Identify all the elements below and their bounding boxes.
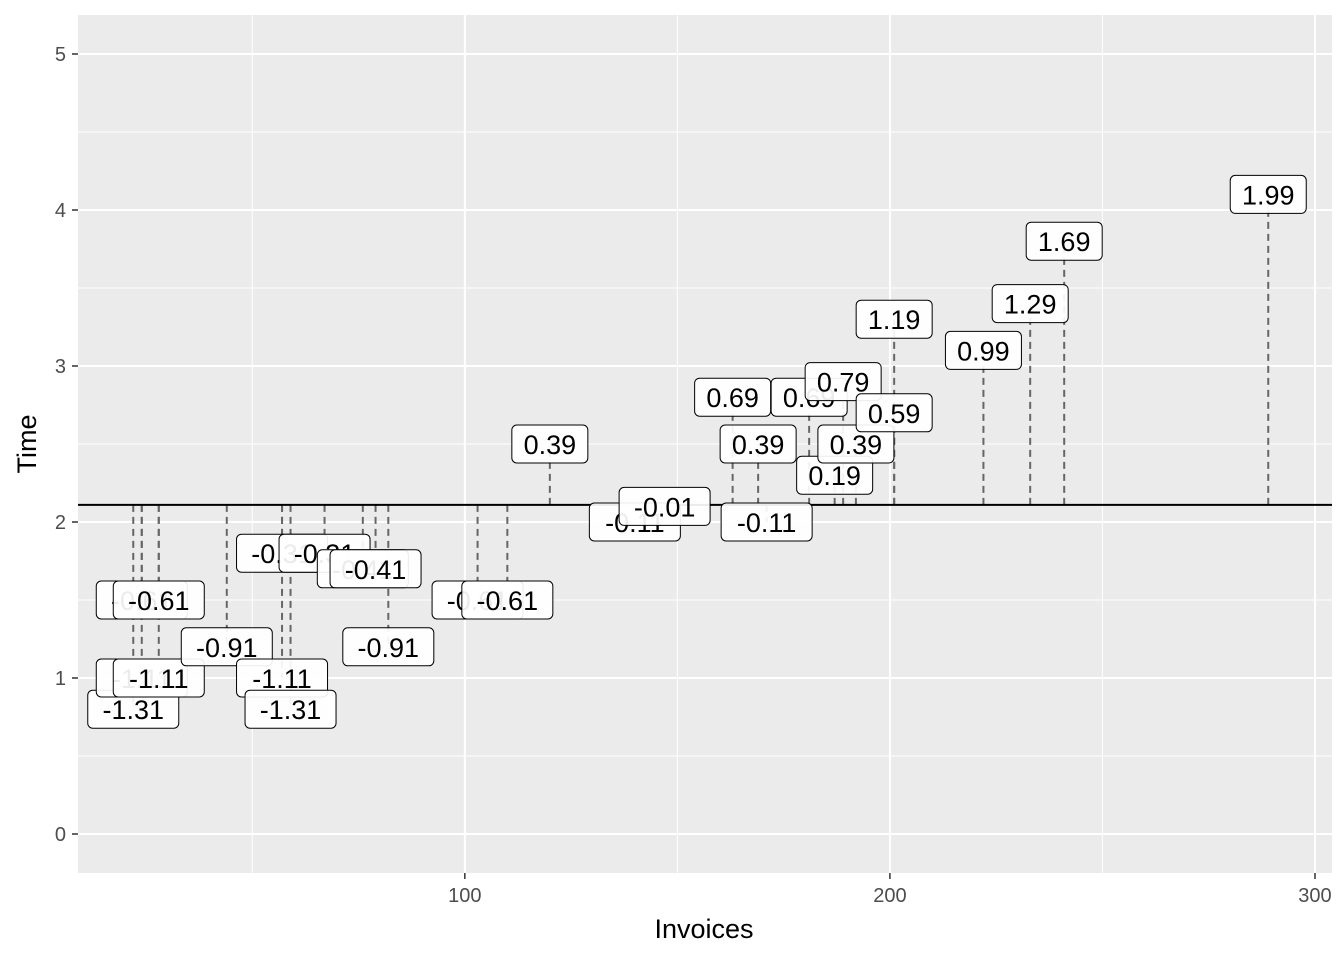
data-label: 0.39 <box>817 424 895 464</box>
data-label-box <box>694 377 772 417</box>
y-tick-label: 4 <box>55 200 66 222</box>
data-label: -0.61 <box>461 580 554 620</box>
data-label-box <box>342 627 435 667</box>
data-label: -1.31 <box>244 689 337 729</box>
data-label-text: 0.59 <box>868 399 921 429</box>
data-label-box <box>1229 174 1307 214</box>
data-label: 0.39 <box>719 424 797 464</box>
data-label: -1.11 <box>112 658 205 698</box>
data-label: 1.19 <box>855 299 933 339</box>
data-label-box <box>804 362 882 402</box>
data-label-text: -1.11 <box>252 664 312 694</box>
data-label-text: 0.79 <box>817 368 870 398</box>
x-tick-label: 300 <box>1298 885 1331 907</box>
data-label-box <box>720 502 813 542</box>
data-label-text: -0.41 <box>345 555 407 585</box>
data-label: 0.99 <box>944 330 1022 370</box>
y-tick-label: 5 <box>55 44 66 66</box>
x-axis-title: Invoices <box>654 914 753 944</box>
data-label: -0.41 <box>329 549 422 589</box>
data-label-box <box>991 284 1069 324</box>
data-label-text: 1.29 <box>1004 290 1057 320</box>
data-label: -0.61 <box>112 580 205 620</box>
data-label-text: -1.11 <box>129 664 189 694</box>
data-labels: -1.31-1.11-0.61-1.11-0.61-0.91-1.11-0.31… <box>87 174 1307 729</box>
data-label: 1.69 <box>1025 221 1103 261</box>
data-label-text: 0.99 <box>957 336 1010 366</box>
data-label-text: 0.69 <box>706 383 759 413</box>
data-label-text: -0.61 <box>128 586 190 616</box>
data-label-box <box>855 393 933 433</box>
data-label-text: 1.69 <box>1038 227 1091 257</box>
data-label-text: -1.31 <box>102 695 164 725</box>
data-label-box <box>112 658 205 698</box>
data-label: 0.39 <box>511 424 589 464</box>
data-label-text: -0.11 <box>737 508 797 538</box>
data-label-text: 0.39 <box>732 430 785 460</box>
y-tick-label: 2 <box>55 512 66 534</box>
data-label: 0.19 <box>796 455 874 495</box>
data-label: -0.11 <box>720 502 813 542</box>
data-label: -0.91 <box>180 627 273 667</box>
y-tick-label: 0 <box>55 824 66 846</box>
data-label: 1.99 <box>1229 174 1307 214</box>
data-label: 1.29 <box>991 284 1069 324</box>
data-label-box <box>511 424 589 464</box>
data-label-box <box>112 580 205 620</box>
data-label-text: 1.99 <box>1242 180 1295 210</box>
data-label-text: -0.91 <box>196 633 258 663</box>
data-label-box <box>944 330 1022 370</box>
data-label-text: -0.01 <box>634 492 696 522</box>
data-label-box <box>618 486 711 526</box>
data-label: -1.11 <box>236 658 329 698</box>
data-label-box <box>329 549 422 589</box>
x-tick-label: 100 <box>448 885 481 907</box>
data-label-box <box>244 689 337 729</box>
data-label: -1.31 <box>87 689 180 729</box>
y-tick-label: 1 <box>55 668 66 690</box>
data-label-text: -0.91 <box>358 633 420 663</box>
data-label-box <box>855 299 933 339</box>
data-label-text: 1.19 <box>868 305 921 335</box>
data-label-box <box>719 424 797 464</box>
data-label: 0.69 <box>694 377 772 417</box>
data-label-text: 0.39 <box>524 430 577 460</box>
data-label-box <box>180 627 273 667</box>
data-label-box <box>461 580 554 620</box>
data-label: 0.59 <box>855 393 933 433</box>
data-label-text: 0.39 <box>830 430 883 460</box>
data-label-text: -1.31 <box>260 695 322 725</box>
data-label: 0.79 <box>804 362 882 402</box>
data-label: -0.01 <box>618 486 711 526</box>
data-label-box <box>1025 221 1103 261</box>
data-label-text: -0.61 <box>477 586 539 616</box>
data-label-text: 0.19 <box>808 461 861 491</box>
y-tick-label: 3 <box>55 356 66 378</box>
axes: 100 200 300 0 1 2 3 4 5 <box>55 44 1332 907</box>
x-tick-label: 200 <box>873 885 906 907</box>
data-label: -0.91 <box>342 627 435 667</box>
y-axis-title: Time <box>12 415 42 474</box>
